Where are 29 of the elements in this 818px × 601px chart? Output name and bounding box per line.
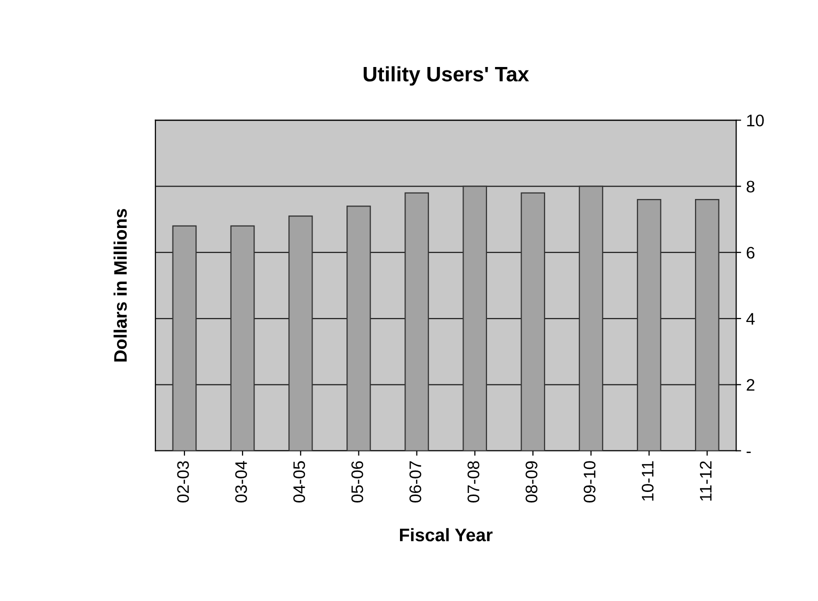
bar — [520, 192, 546, 451]
bar — [578, 186, 604, 451]
bar — [462, 186, 488, 451]
bar — [404, 192, 429, 451]
x-axis-title: Fiscal Year — [400, 528, 493, 542]
x-tick-label: 10-11 — [642, 461, 654, 501]
bar — [172, 225, 197, 451]
y-tick-label: 4 — [746, 313, 755, 325]
bar — [288, 216, 313, 451]
x-tick-label: 05-06 — [351, 461, 364, 502]
x-tick-label: 07-08 — [468, 461, 480, 502]
y-tick-label: 2 — [746, 379, 754, 391]
y-axis-title: Dollars in Millions — [114, 208, 127, 362]
x-tick-label: 11-12 — [700, 461, 712, 501]
chart-title: Utility Users' Tax — [364, 66, 529, 86]
x-tick-label: 06-07 — [409, 461, 422, 502]
y-tick-label: 10 — [747, 114, 764, 126]
bar — [346, 206, 371, 451]
x-tick-label: 08-09 — [526, 461, 538, 502]
x-tick-label: 04-05 — [293, 461, 306, 502]
x-tick-label: 03-04 — [235, 460, 248, 502]
bar — [230, 225, 255, 451]
y-tick-label: 8 — [746, 180, 754, 193]
bar — [636, 198, 662, 451]
y-tick-label: - — [746, 452, 751, 454]
bar — [694, 198, 720, 451]
y-tick-label: 6 — [746, 246, 754, 259]
x-tick-label: 02-03 — [177, 461, 189, 502]
x-tick-label: 09-10 — [584, 461, 596, 502]
